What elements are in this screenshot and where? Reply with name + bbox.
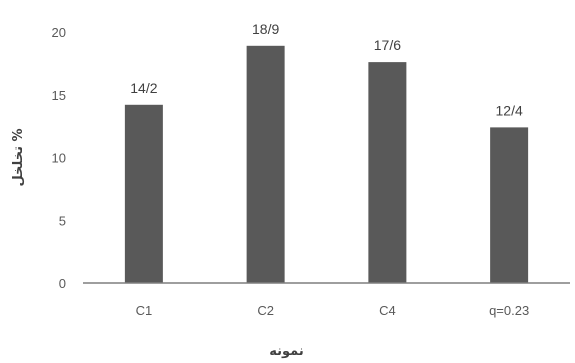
data-label: 17/6 (374, 37, 401, 53)
bar (246, 45, 285, 284)
x-tick-label: C2 (257, 303, 274, 318)
y-axis-title: تخلخل % (11, 128, 26, 186)
bar (368, 62, 407, 284)
x-tick-label: C1 (136, 303, 153, 318)
data-label: 14/2 (130, 80, 157, 96)
y-tick-label: 15 (52, 88, 66, 103)
x-tick-label: q=0.23 (489, 303, 529, 318)
y-axis-ticks: 0 5 10 15 20 (52, 25, 66, 291)
x-axis-title: نمونه (269, 344, 304, 359)
x-tick-label: C4 (379, 303, 396, 318)
bar (124, 104, 163, 283)
y-tick-label: 10 (52, 151, 66, 166)
data-labels: 14/2 18/9 17/6 12/4 (130, 21, 523, 119)
bar (490, 127, 529, 283)
bars (124, 45, 529, 284)
data-label: 12/4 (496, 102, 523, 118)
y-tick-label: 0 (59, 276, 66, 291)
y-tick-label: 20 (52, 25, 66, 40)
x-axis-ticks: C1 C2 C4 q=0.23 (136, 303, 530, 318)
y-tick-label: 5 (59, 213, 66, 228)
data-label: 18/9 (252, 21, 279, 37)
